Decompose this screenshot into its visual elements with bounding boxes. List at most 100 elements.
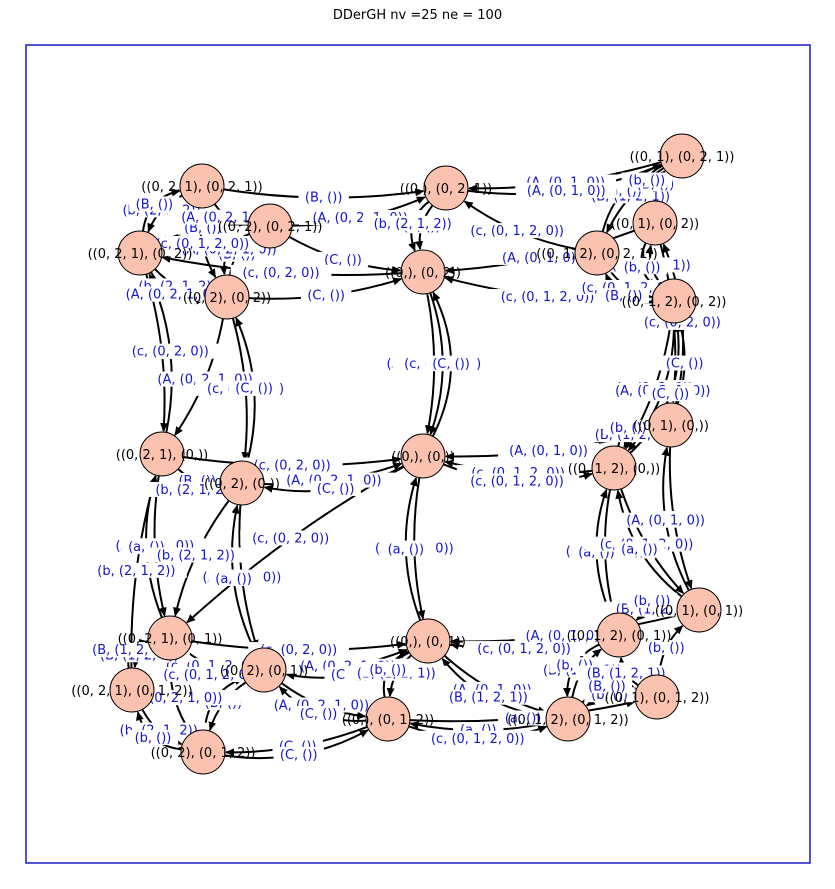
edge-label: (A, (0, 1, 0)) bbox=[526, 629, 605, 644]
node-label: ((0, 2), (0,)) bbox=[204, 477, 280, 492]
graph-node: ((0, 2, 1), (0, 1, 2)) bbox=[71, 667, 193, 713]
edge-label: (A, (0, 1, 0)) bbox=[527, 184, 606, 199]
edge-label: (c, (0, 1, 2, 0)) bbox=[431, 732, 525, 747]
edge-label-background bbox=[298, 189, 349, 205]
graph-node: ((0, 1, 2), (0, 2)) bbox=[622, 278, 727, 324]
node-circle bbox=[648, 402, 694, 448]
edge-label: (A, (0, 1, 0)) bbox=[626, 514, 705, 529]
graph-node: ((0, 1), (0, 2, 1)) bbox=[630, 133, 735, 179]
edge-label-background bbox=[581, 678, 633, 694]
edge-label-background bbox=[616, 259, 668, 275]
edge-label: (C, ()) bbox=[300, 707, 338, 722]
node-circle bbox=[632, 200, 678, 246]
edge-label-background bbox=[112, 286, 235, 302]
node-label: ((0, 1, 2), (0,)) bbox=[568, 462, 660, 477]
graph-node: ((0,), (0, 1)) bbox=[390, 618, 466, 664]
edge-label-background bbox=[514, 627, 616, 643]
node-label: ((0, 2, 1), (0, 1, 2)) bbox=[71, 684, 192, 699]
node-label: ((0, 2, 1), (0, 1)) bbox=[118, 632, 223, 647]
graph-title: DDerGH nv =25 ne = 100 bbox=[332, 8, 503, 23]
edge-label-background bbox=[119, 343, 221, 359]
edge-label-background bbox=[272, 472, 396, 488]
edge-label: (c, (0, 2, 0)) bbox=[252, 532, 329, 547]
node-circle bbox=[634, 674, 680, 720]
edge-label-background bbox=[498, 442, 599, 458]
edge-label-background bbox=[362, 215, 464, 231]
edge-label: (a, ()) bbox=[388, 542, 425, 557]
node-label: ((0, 1, 2), (0, 1)) bbox=[567, 629, 672, 644]
graph-node: ((0,), (0, 2)) bbox=[385, 249, 461, 295]
edge-label: (c, (0, 2, 0)) bbox=[243, 266, 320, 281]
edge-label: (c, (0, 2, 0)) bbox=[254, 459, 331, 474]
node-circle bbox=[659, 133, 705, 179]
node-circle bbox=[147, 615, 193, 661]
graph-node: ((0, 2), (0, 1, 2)) bbox=[151, 729, 255, 775]
edge-label: (A, (0, 2, 1, 0)) bbox=[126, 288, 221, 303]
edge-label: (c, (0, 1, 2, 0)) bbox=[156, 237, 250, 252]
edge-label: (B, ()) bbox=[588, 679, 625, 694]
node-circle bbox=[117, 230, 163, 276]
node-circle bbox=[545, 696, 591, 742]
node-label: ((0,), (0, 1)) bbox=[390, 635, 466, 650]
node-label: ((0, 1), (0, 2, 1)) bbox=[630, 150, 735, 165]
edge-label: (C, ()) bbox=[280, 748, 318, 763]
edge-label-background bbox=[129, 196, 180, 212]
node-circle bbox=[591, 445, 637, 491]
graph-node: ((0, 1), (0, 2)) bbox=[611, 200, 699, 246]
edge-label-background bbox=[456, 223, 579, 239]
graph-node: ((0, 2), (0, 2, 1)) bbox=[218, 203, 322, 249]
edge-label: (B, (1, 2, 1)) bbox=[449, 691, 528, 706]
edge-label: (C, ()) bbox=[666, 357, 704, 372]
edge-label: (c, (0, 1, 2, 0)) bbox=[470, 475, 564, 490]
edge-label: (b, ()) bbox=[369, 663, 406, 678]
edge-label: (B, ()) bbox=[305, 191, 342, 206]
node-circle bbox=[247, 203, 293, 249]
graph-node: ((0, 2), (0,)) bbox=[204, 460, 280, 506]
edge-label-background bbox=[515, 182, 617, 198]
node-circle bbox=[574, 230, 620, 276]
edge-label: (b, ()) bbox=[628, 174, 665, 189]
edge-label: (b, ()) bbox=[648, 641, 685, 656]
edge-label-background bbox=[230, 264, 332, 280]
node-layer: ((0, 2, 1), (0, 2, 1)) ((0, 2), (0, 2, 1)… bbox=[71, 133, 743, 775]
node-label: ((0, 1), (0, 1)) bbox=[655, 604, 743, 619]
graph-node: ((0, 1), (0,)) bbox=[633, 402, 709, 448]
edge-label: (b, ()) bbox=[634, 594, 671, 609]
node-label: ((0,), (0, 2)) bbox=[385, 266, 461, 281]
graph-node: ((0,), (0,)) bbox=[391, 433, 455, 479]
node-circle bbox=[423, 165, 469, 211]
edge-label-background bbox=[127, 729, 179, 745]
node-label: ((0, 2), (0, 1)) bbox=[220, 664, 308, 679]
edge-label: (A, (0, 1, 0)) bbox=[509, 444, 588, 459]
edge-label: (C, ()) bbox=[317, 482, 355, 497]
graph-node: ((0, 1), (0, 1, 2)) bbox=[605, 674, 709, 720]
node-circle bbox=[596, 612, 642, 658]
node-label: ((0, 2, 1), (0,)) bbox=[116, 448, 208, 463]
edge-label-background bbox=[260, 697, 383, 713]
graph-node: ((0, 2), (0, 2)) bbox=[183, 274, 271, 320]
node-label: ((0, 1, 2), (0, 2)) bbox=[622, 295, 727, 310]
node-circle bbox=[400, 433, 446, 479]
graph-node: ((0, 1, 2), (0, 1)) bbox=[567, 612, 672, 658]
edge-label-background bbox=[497, 710, 549, 726]
graph-node: ((0, 2, 1), (0,)) bbox=[116, 431, 208, 477]
node-circle bbox=[139, 431, 185, 477]
node-label: ((0,), (0, 2, 1)) bbox=[400, 182, 492, 197]
graph-node: ((0, 1), (0, 1)) bbox=[655, 587, 743, 633]
edge-label-background bbox=[641, 640, 692, 656]
edge-label-background bbox=[85, 562, 187, 578]
node-label: ((0, 1), (0, 2)) bbox=[611, 217, 699, 232]
graph-node: ((0, 1, 2), (0, 2, 1)) bbox=[536, 230, 658, 276]
edge-label-background bbox=[144, 481, 245, 497]
graph-node: ((0, 2, 1), (0, 2)) bbox=[88, 230, 192, 276]
edge-label-background bbox=[380, 541, 432, 557]
edge-label-background bbox=[491, 249, 592, 265]
edge-label: (a, ()) bbox=[215, 572, 252, 587]
node-circle bbox=[400, 249, 446, 295]
node-circle bbox=[241, 647, 287, 693]
plot-frame bbox=[25, 44, 811, 864]
node-circle bbox=[180, 729, 226, 775]
edge-label-background bbox=[455, 473, 579, 489]
edge-label-background bbox=[626, 592, 678, 608]
